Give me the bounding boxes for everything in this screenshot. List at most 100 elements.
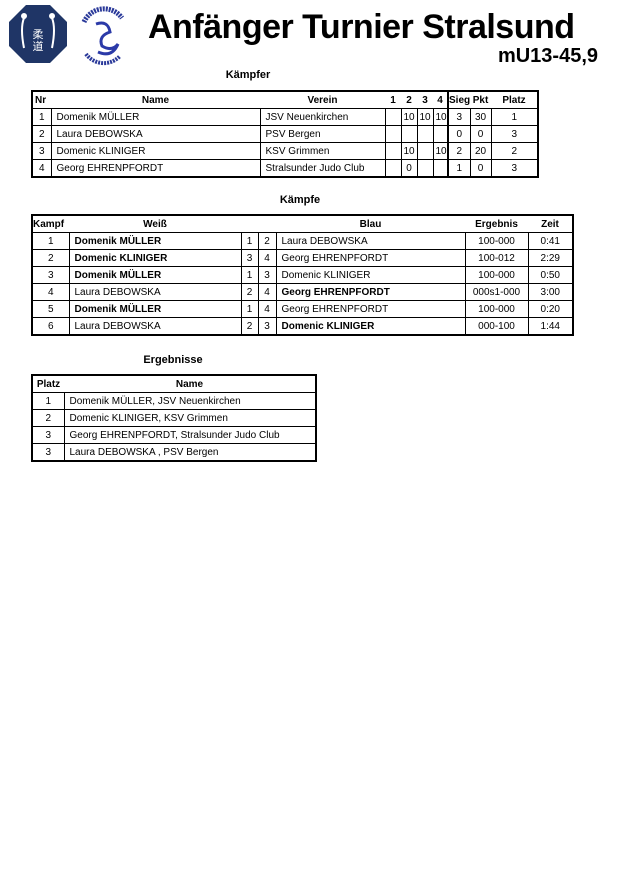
col-pkt: Pkt [470,91,491,109]
weiss-nr-cell: 2 [240,317,259,336]
verein-cell: Stralsunder Judo Club [259,159,386,178]
col-siege: Siege [447,91,470,109]
kampf-cell: 5 [31,300,70,318]
zeit-cell: 0:50 [527,266,574,284]
kampf-cell: 4 [31,283,70,301]
blau-cell: Domenic KLINIGER [275,317,466,336]
table-row: 1 Domenik MÜLLER JSV Neuenkirchen 10 10 10 3 30… [31,108,539,126]
blau-nr-cell: 2 [257,232,277,250]
col-nr: Nr [32,91,51,109]
siege-cell: 1 [447,159,471,178]
platz-cell: 3 [490,159,539,178]
ergebnis-cell: 100-012 [464,249,529,267]
blau-nr-cell: 4 [257,249,277,267]
table-row: 4 Laura DEBOWSKA 2 4 Georg EHRENPFORDT 000s1-… [31,283,574,301]
col-4: 4 [433,91,448,109]
name-cell: Laura DEBOWSKA [50,125,261,143]
col-zeit: Zeit [528,215,573,233]
ergebnisse-title: Ergebnisse [143,354,203,366]
blau-nr-cell: 4 [257,300,277,318]
table-header: Platz Name [32,375,316,393]
score-cell: 10 [432,108,449,126]
table-row: 3 Georg EHRENPFORDT, Stralsunder Judo Clu… [31,426,317,444]
col-2: 2 [401,91,417,109]
col-name: Name [51,91,260,109]
pkt-cell: 20 [469,142,492,160]
score-cell [416,159,434,178]
pkt-cell: 30 [469,108,492,126]
weiss-nr-cell: 2 [240,283,259,301]
blau-cell: Domenic KLINIGER [275,266,466,284]
name-cell: Georg EHRENPFORDT [50,159,261,178]
ergebnisse-table: Platz Name 1 Domenik MÜLLER, JSV Neuenkir… [31,374,317,462]
table-row: 2 Domenic KLINIGER 3 4 Georg EHRENPFORDT 100-… [31,249,574,267]
score-cell: 10 [400,108,418,126]
score-cell [384,159,402,178]
name-cell: Domenic KLINIGER, KSV Grimmen [63,409,317,427]
score-cell: 10 [416,108,434,126]
platz-cell: 3 [31,443,65,462]
ergebnis-cell: 100-000 [464,266,529,284]
table-row: 5 Domenik MÜLLER 1 4 Georg EHRENPFORDT 100-00… [31,300,574,318]
blau-nr-cell: 3 [257,317,277,336]
col-platz: Platz [32,375,64,393]
col-1: 1 [385,91,401,109]
score-cell: 0 [400,159,418,178]
name-cell: Domenic KLINIGER [50,142,261,160]
verein-cell: KSV Grimmen [259,142,386,160]
score-cell [432,159,449,178]
weiss-nr-cell: 1 [240,232,259,250]
score-cell: 10 [432,142,449,160]
name-cell: Laura DEBOWSKA , PSV Bergen [63,443,317,462]
zeit-cell: 0:41 [527,232,574,250]
weiss-cell: Domenik MÜLLER [68,300,242,318]
blau-cell: Georg EHRENPFORDT [275,300,466,318]
table-row: 3 Laura DEBOWSKA , PSV Bergen [31,443,317,462]
ergebnis-cell: 100-000 [464,232,529,250]
platz-cell: 3 [31,426,65,444]
pkt-cell: 0 [469,125,492,143]
siege-cell: 3 [447,108,471,126]
zeit-cell: 3:00 [527,283,574,301]
score-cell [432,125,449,143]
col-verein: Verein [260,91,385,109]
weiss-cell: Domenik MÜLLER [68,266,242,284]
verein-cell: PSV Bergen [259,125,386,143]
ergebnis-cell: 000s1-000 [464,283,529,301]
kaempfer-title: Kämpfer [225,69,271,81]
kaempfe-table: Kampf Weiß Blau Ergebnis Zeit 1 Domenik M… [31,214,574,336]
judo-logo-left: 柔 道 [9,5,67,63]
ergebnis-cell: 000-100 [464,317,529,336]
siege-cell: 2 [447,142,471,160]
blau-nr-cell: 4 [257,283,277,301]
nr-cell: 1 [31,108,52,126]
weiss-cell: Laura DEBOWSKA [68,317,242,336]
nr-cell: 4 [31,159,52,178]
ergebnis-cell: 100-000 [464,300,529,318]
zeit-cell: 1:44 [527,317,574,336]
nr-cell: 2 [31,125,52,143]
page-title: Anfänger Turnier Stralsund [148,8,575,46]
siege-cell: 0 [447,125,471,143]
score-cell [384,108,402,126]
platz-cell: 1 [31,392,65,410]
score-cell: 10 [400,142,418,160]
platz-cell: 3 [490,125,539,143]
table-row: 2 Laura DEBOWSKA PSV Bergen 0 0 3 [31,125,539,143]
weiss-cell: Laura DEBOWSKA [68,283,242,301]
kampf-cell: 2 [31,249,70,267]
table-row: 3 Domenik MÜLLER 1 3 Domenic KLINIGER 100-000… [31,266,574,284]
blau-cell: Georg EHRENPFORDT [275,283,466,301]
col-ergebnis: Ergebnis [465,215,528,233]
table-header: Kampf Weiß Blau Ergebnis Zeit [32,215,573,233]
svg-text:柔: 柔 [33,28,44,41]
name-cell: Georg EHRENPFORDT, Stralsunder Judo Club [63,426,317,444]
weight-category: mU13-45,9 [497,45,598,67]
table-row: 6 Laura DEBOWSKA 2 3 Domenic KLINIGER 000-100… [31,317,574,336]
table-header: Nr Name Verein 1 2 3 4 Siege Pkt Platz [32,91,538,109]
verein-cell: JSV Neuenkirchen [259,108,386,126]
table-row: 3 Domenic KLINIGER KSV Grimmen 10 10 2 20 2 [31,142,539,160]
score-cell [400,125,418,143]
weiss-cell: Domenic KLINIGER [68,249,242,267]
weiss-nr-cell: 3 [240,249,259,267]
